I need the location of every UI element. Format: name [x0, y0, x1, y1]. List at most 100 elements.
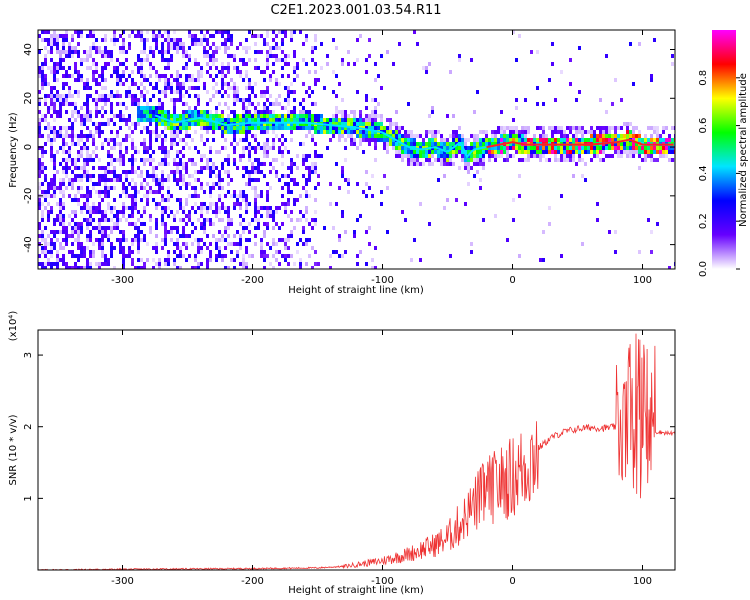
spectrogram-cell [605, 54, 608, 58]
spectrogram-cell [347, 130, 350, 134]
spectrogram-cell [290, 210, 293, 214]
spectrogram-cell [158, 74, 161, 78]
spectrogram-cell [389, 142, 392, 146]
spectrogram-cell [269, 126, 272, 130]
spectrogram-cell [278, 122, 281, 126]
spectrogram-cell [41, 74, 44, 78]
spectrogram-cell [53, 158, 56, 162]
spectrogram-cell [593, 130, 596, 134]
spectrogram-cell [536, 50, 539, 54]
spectrogram-cell [194, 38, 197, 42]
spectrogram-cell [119, 242, 122, 246]
spectrogram-cell [335, 126, 338, 130]
spectrogram-cell [200, 166, 203, 170]
spectrogram-cell [80, 134, 83, 138]
spectrogram-cell [107, 234, 110, 238]
spectrogram-cell [59, 230, 62, 234]
spectrogram-cell [314, 38, 317, 42]
spectrogram-cell [122, 230, 125, 234]
spectrogram-cell [365, 70, 368, 74]
spectrogram-cell [314, 222, 317, 226]
spectrogram-cell [308, 130, 311, 134]
spectrogram-cell [473, 138, 476, 142]
spectrogram-cell [233, 162, 236, 166]
spectrogram-cell [59, 218, 62, 222]
spectrogram-cell [176, 78, 179, 82]
spectrogram-cell [302, 82, 305, 86]
spectrogram-cell [77, 114, 80, 118]
spectrogram-cell [80, 254, 83, 258]
spectrogram-cell [161, 130, 164, 134]
spectrogram-cell [563, 146, 566, 150]
spectrogram-cell [242, 194, 245, 198]
spectrogram-cell [335, 114, 338, 118]
spectrogram-cell [218, 186, 221, 190]
spectrogram-cell [137, 118, 140, 122]
spectrogram-cell [233, 118, 236, 122]
spectrogram-cell [623, 122, 626, 126]
spectrogram-cell [461, 158, 464, 162]
spectrogram-cell [227, 46, 230, 50]
spectrogram-cell [206, 158, 209, 162]
spectrogram-cell [62, 222, 65, 226]
spectrogram-cell [176, 154, 179, 158]
spectrogram-cell [134, 194, 137, 198]
spectrogram-cell [167, 178, 170, 182]
spectrogram-cell [494, 130, 497, 134]
spectrogram-cell [599, 146, 602, 150]
spectrogram-cell [497, 154, 500, 158]
spectrogram-cell [209, 186, 212, 190]
spectrogram-cell [353, 114, 356, 118]
spectrogram-cell [185, 198, 188, 202]
spectrogram-cell [539, 146, 542, 150]
spectrogram-cell [308, 110, 311, 114]
spectrogram-cell [335, 94, 338, 98]
spectrogram-cell [455, 150, 458, 154]
spectrogram-cell [140, 38, 143, 42]
spectrogram-cell [374, 126, 377, 130]
spectrogram-cell [437, 142, 440, 146]
spectrogram-cell [200, 250, 203, 254]
spectrogram-cell [146, 174, 149, 178]
spectrogram-cell [452, 138, 455, 142]
spectrogram-cell [146, 38, 149, 42]
spectrogram-cell [137, 66, 140, 70]
spectrogram-cell [365, 122, 368, 126]
spectrogram-cell [536, 154, 539, 158]
spectrogram-cell [224, 138, 227, 142]
spectrogram-cell [173, 214, 176, 218]
spectrogram-cell [95, 206, 98, 210]
spectrogram-cell [92, 150, 95, 154]
spectrogram-cell [644, 158, 647, 162]
spectrogram-cell [77, 178, 80, 182]
spectrogram-cell [83, 146, 86, 150]
spectrogram-cell [161, 174, 164, 178]
spectrogram-cell [527, 126, 530, 130]
spectrogram-cell [50, 38, 53, 42]
spectrogram-cell [161, 74, 164, 78]
spectrogram-cell [80, 222, 83, 226]
spectrogram-cell [173, 138, 176, 142]
spectrogram-cell [260, 126, 263, 130]
spectrogram-cell [140, 30, 143, 34]
spectrogram-cell [188, 74, 191, 78]
spectrogram-cell [62, 94, 65, 98]
spectrogram-cell [251, 254, 254, 258]
spectrogram-cell [179, 138, 182, 142]
spectrogram-cell [554, 150, 557, 154]
spectrogram-cell [122, 186, 125, 190]
spectrogram-cell [374, 110, 377, 114]
spectrogram-cell [122, 182, 125, 186]
spectrogram-cell [86, 134, 89, 138]
spectrogram-cell [374, 78, 377, 82]
spectrogram-cell [167, 190, 170, 194]
spectrogram-cell [137, 174, 140, 178]
spectrogram-cell [110, 154, 113, 158]
spectrogram-cell [257, 166, 260, 170]
spectrogram-cell [56, 218, 59, 222]
spectrogram-cell [587, 130, 590, 134]
spectrogram-cell [53, 242, 56, 246]
spectrogram-cell [344, 230, 347, 234]
x-tick-label: 100 [633, 275, 652, 286]
spectrogram-cell [347, 62, 350, 66]
